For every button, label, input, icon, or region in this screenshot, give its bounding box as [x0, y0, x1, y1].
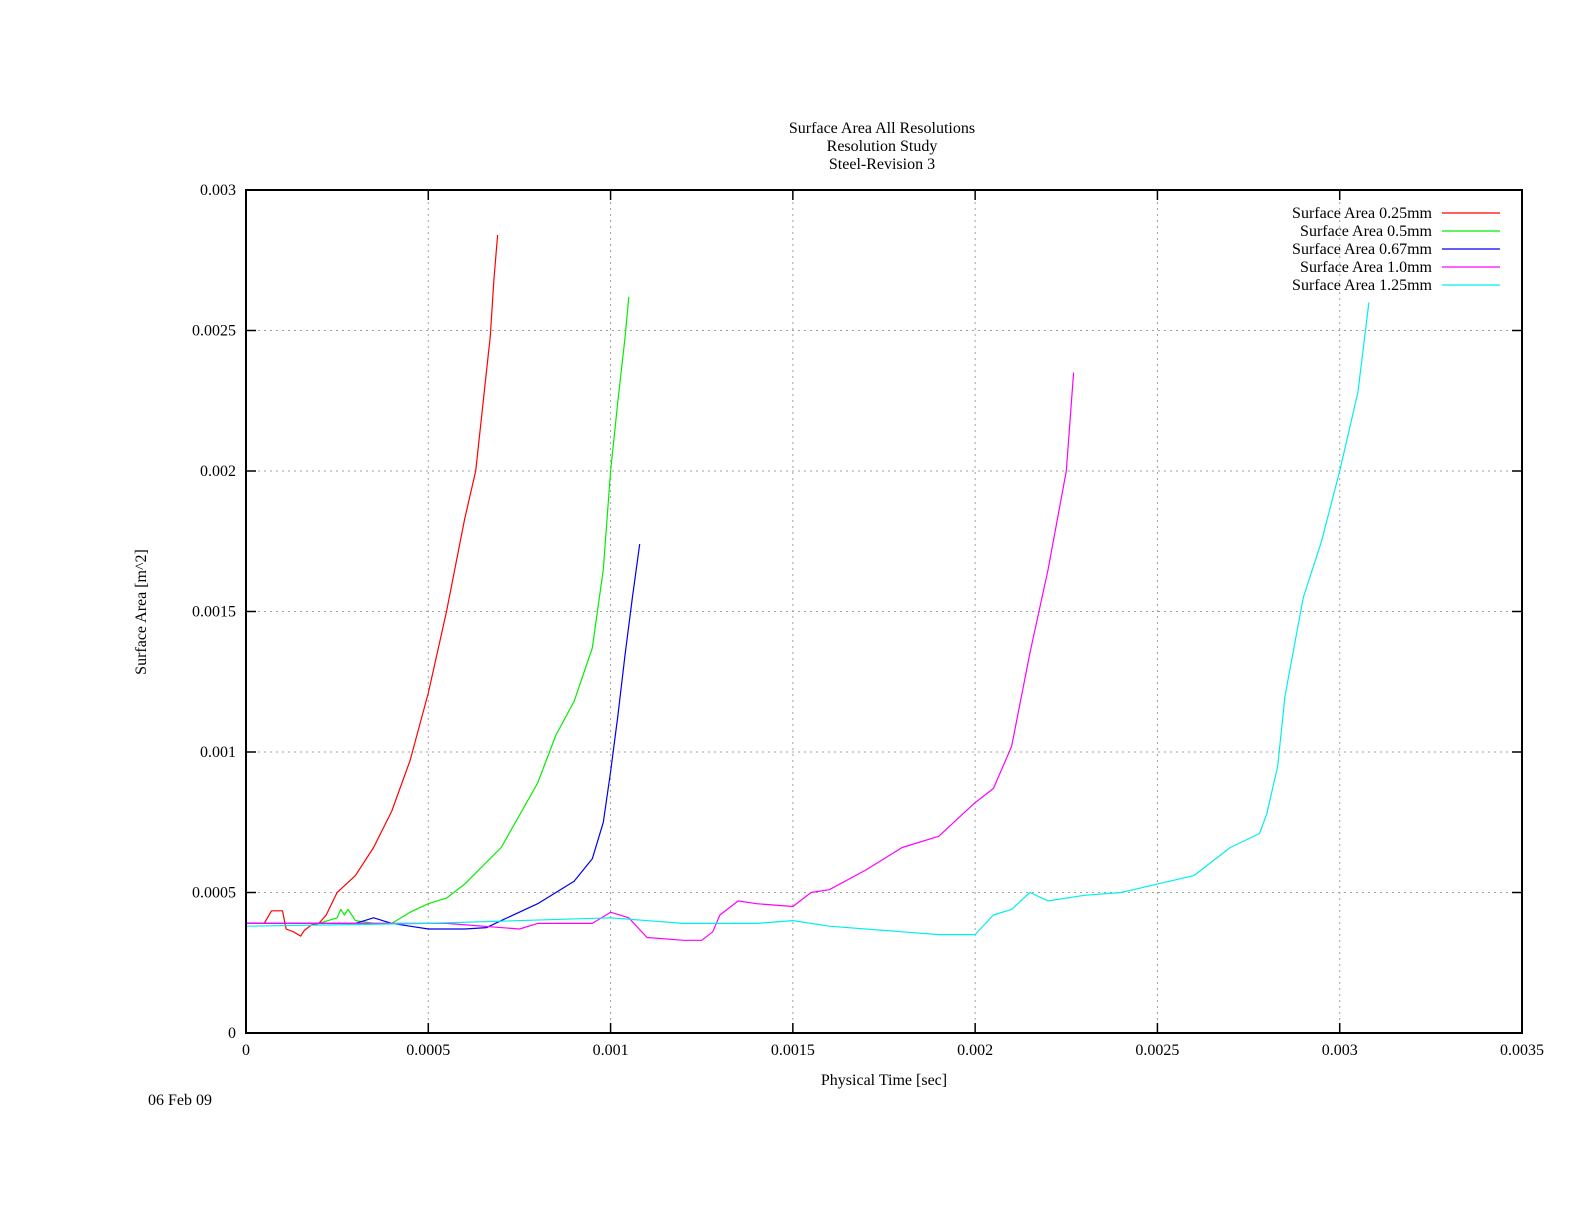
date-stamp: 06 Feb 09	[148, 1092, 212, 1109]
x-tick-label: 0.003	[1322, 1042, 1358, 1059]
x-tick-label: 0.002	[957, 1042, 993, 1059]
legend-label: Surface Area 0.5mm	[1300, 223, 1433, 240]
series-lines	[245, 234, 1370, 941]
x-tick-label: 0.001	[593, 1042, 629, 1059]
y-tick-label: 0.003	[200, 182, 236, 199]
series-line	[246, 296, 630, 925]
x-tick-label: 0	[242, 1042, 250, 1059]
y-tick-labels: 0 0.0005 0.001 0.0015 0.002 0.0025 0.003	[192, 182, 236, 1042]
x-tick-labels: 0 0.0005 0.001 0.0015 0.002 0.0025 0.003 0.0035	[242, 1042, 1544, 1059]
series-line	[245, 302, 1370, 936]
y-tick-label: 0	[228, 1025, 236, 1042]
x-tick-label: 0.0035	[1500, 1042, 1544, 1059]
y-tick-label: 0.001	[200, 744, 236, 761]
y-tick-label: 0.0005	[192, 885, 236, 902]
chart-title-line-1: Surface Area All Resolutions	[789, 120, 975, 137]
series-line	[246, 234, 499, 937]
series-line	[246, 544, 641, 930]
y-tick-label: 0.0015	[192, 604, 236, 621]
y-tick-label: 0.0025	[192, 323, 236, 340]
x-axis-label: Physical Time [sec]	[821, 1072, 947, 1089]
chart-title: Surface Area All Resolutions Resolution …	[789, 120, 975, 173]
y-axis-label: Surface Area [m^2]	[133, 549, 150, 675]
x-tick-label: 0.0025	[1135, 1042, 1179, 1059]
x-tick-label: 0.0015	[771, 1042, 815, 1059]
chart-title-line-3: Steel-Revision 3	[829, 156, 935, 173]
axis-ticks	[245, 189, 1523, 1034]
series-line	[246, 372, 1075, 941]
legend-label: Surface Area 0.67mm	[1292, 241, 1433, 258]
chart-title-line-2: Resolution Study	[827, 138, 938, 155]
x-tick-label: 0.0005	[406, 1042, 450, 1059]
grid	[246, 190, 1522, 1033]
y-tick-label: 0.002	[200, 463, 236, 480]
legend-label: Surface Area 0.25mm	[1292, 205, 1433, 222]
legend-label: Surface Area 1.25mm	[1292, 277, 1433, 294]
legend-label: Surface Area 1.0mm	[1300, 259, 1433, 276]
